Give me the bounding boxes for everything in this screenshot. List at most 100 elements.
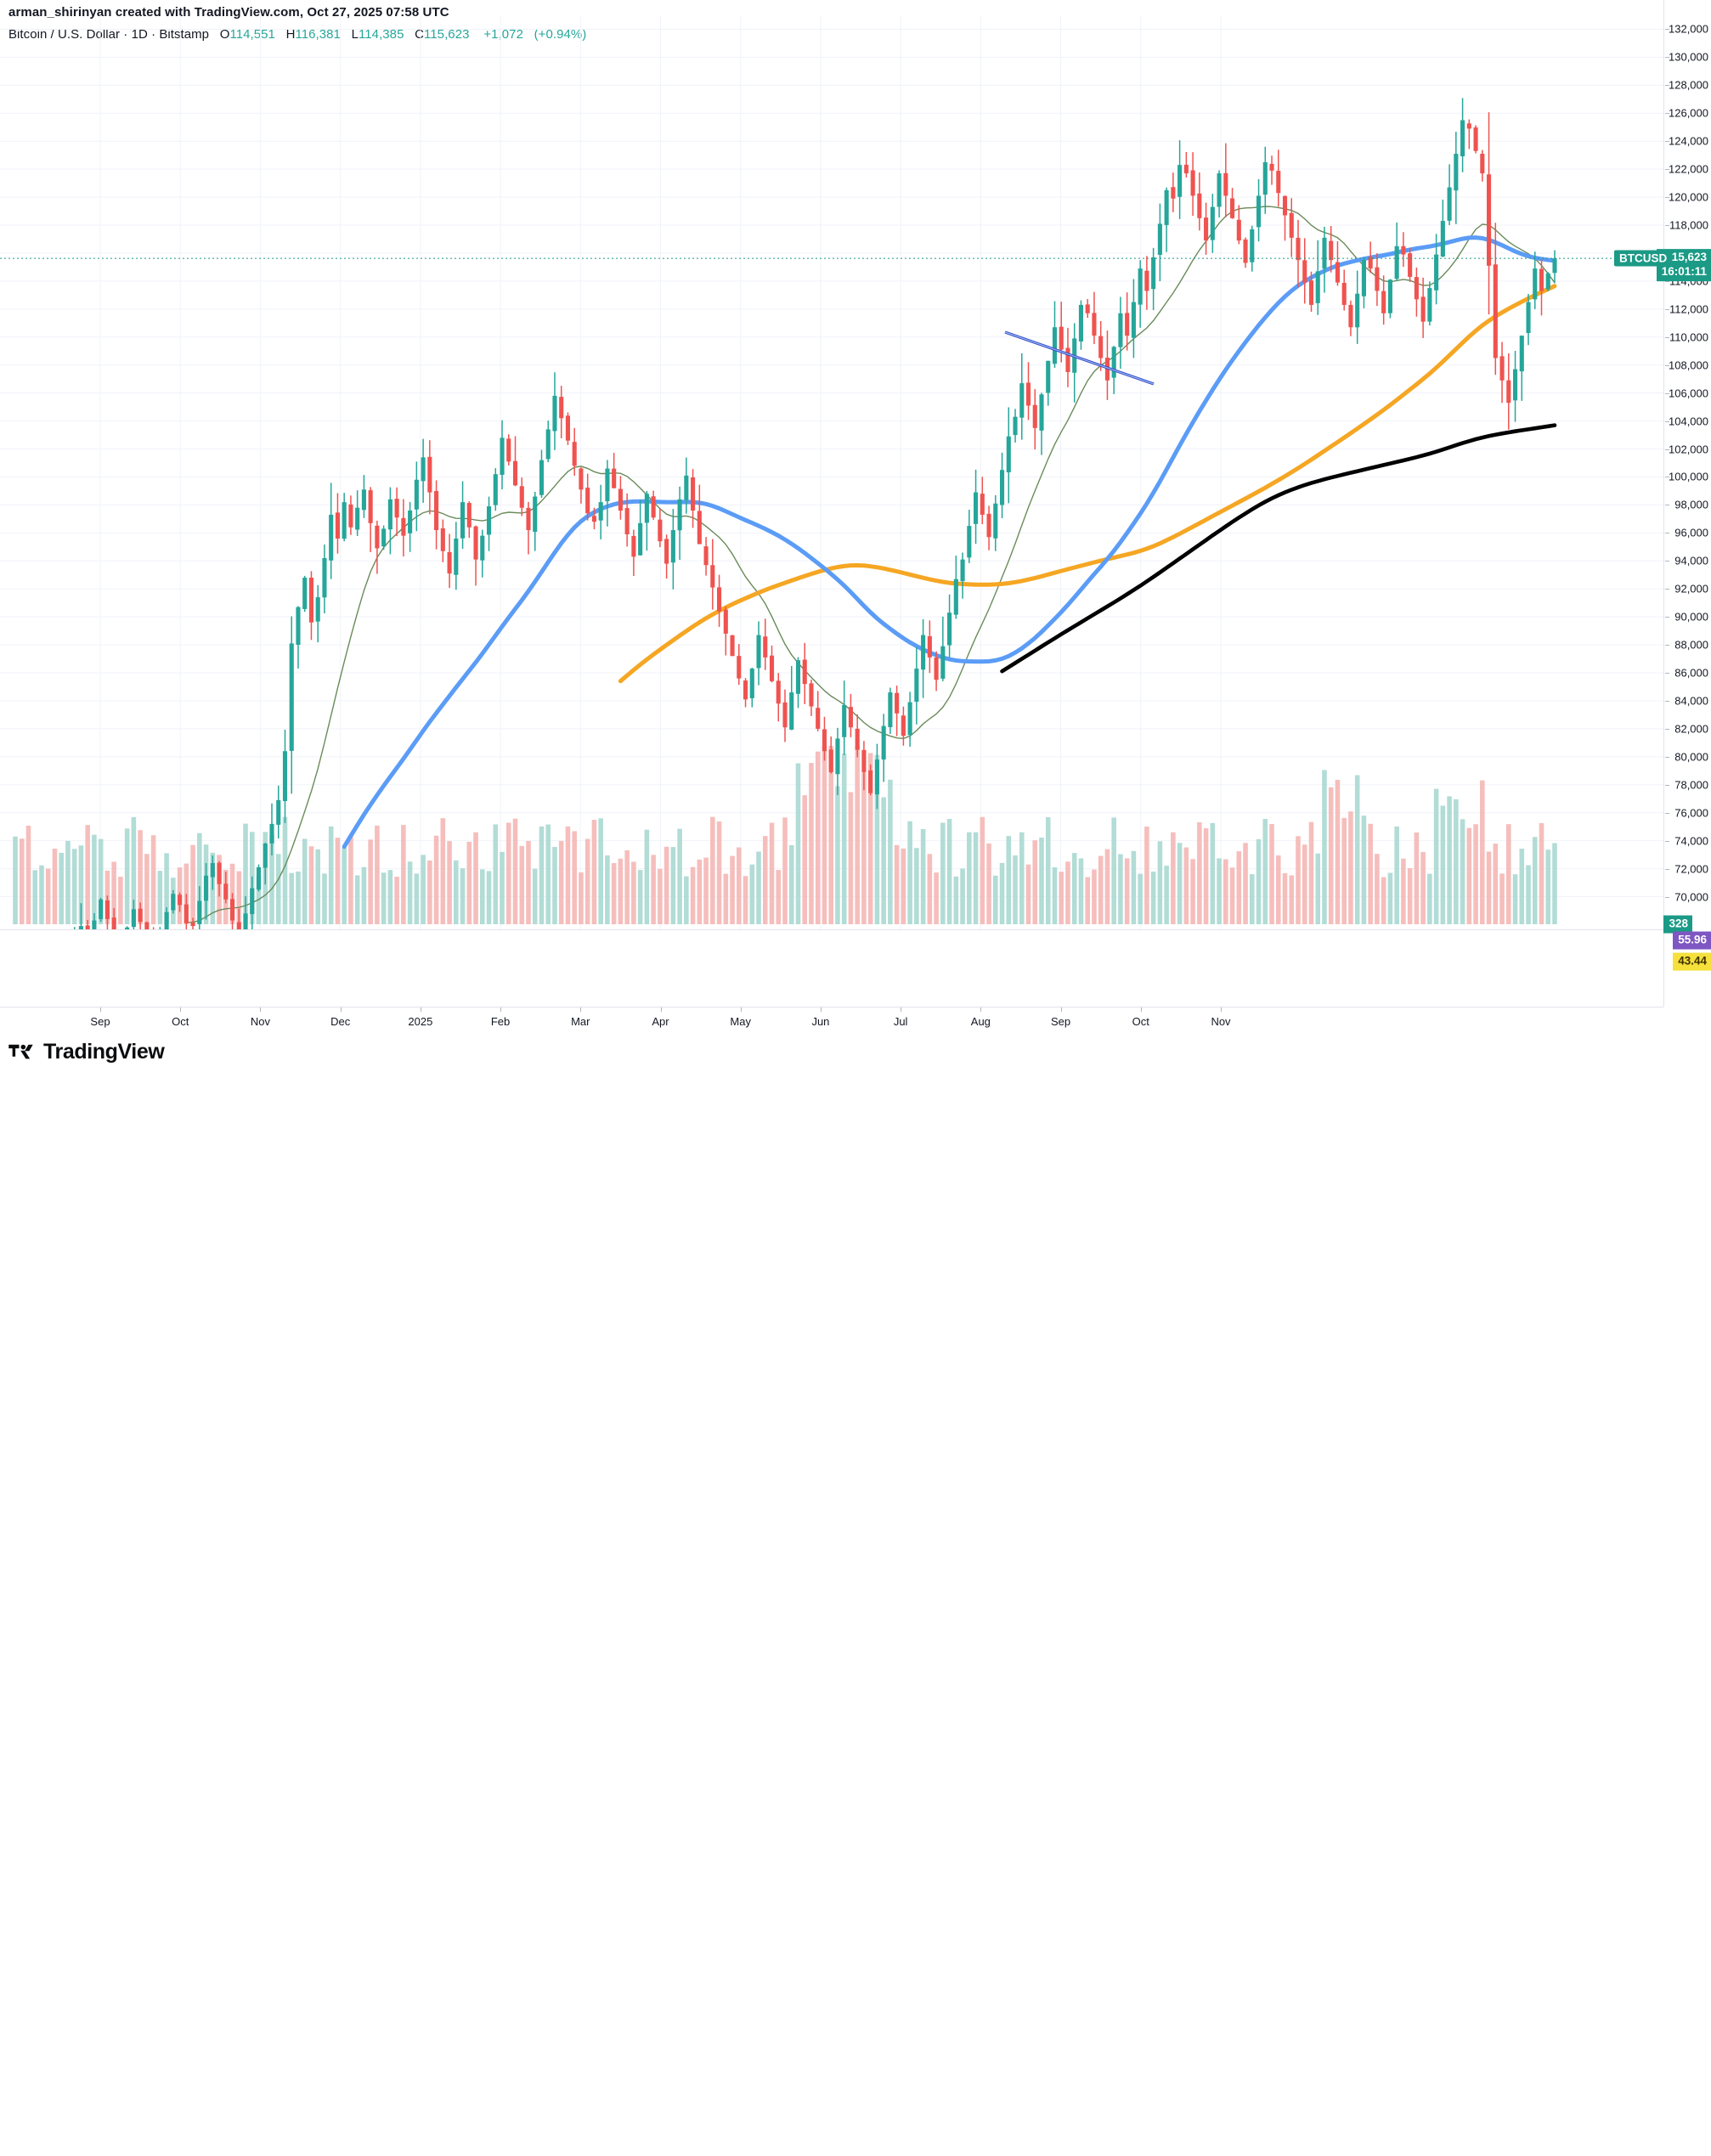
- price-tick-mark: [1665, 141, 1669, 143]
- price-tick-mark: [1665, 113, 1669, 115]
- time-tick-label: Sep: [1050, 1015, 1071, 1028]
- price-tick-label: 98,000: [1674, 498, 1708, 511]
- ma-blue: [342, 235, 1557, 849]
- legend-symbol[interactable]: Bitcoin / U.S. Dollar · 1D · Bitstamp: [8, 27, 210, 42]
- price-tick-label: 94,000: [1674, 554, 1708, 567]
- price-scale[interactable]: 132,000 130,000 128,000 126,000 124,000 122,0…: [1656, 0, 1711, 1007]
- price-tick-mark: [1665, 673, 1669, 674]
- price-tick-label: 88,000: [1674, 638, 1708, 652]
- price-tick-label: 128,000: [1669, 78, 1708, 92]
- ma-black: [1000, 423, 1557, 674]
- price-tick-mark: [1665, 364, 1669, 366]
- time-tick-mark: [180, 1007, 182, 1012]
- price-tick-label: 118,000: [1669, 218, 1708, 232]
- price-tick-mark: [1665, 868, 1669, 870]
- price-tick-label: 76,000: [1674, 806, 1708, 820]
- price-tick-mark: [1665, 85, 1669, 87]
- time-tick-mark: [660, 1007, 662, 1012]
- price-tick-mark: [1665, 645, 1669, 646]
- price-tick-label: 104,000: [1669, 415, 1708, 428]
- time-tick-label: Oct: [1132, 1015, 1149, 1028]
- footer-brand: TradingView: [8, 1040, 165, 1064]
- price-tick-label: 70,000: [1674, 890, 1708, 904]
- price-tick-label: 82,000: [1674, 722, 1708, 736]
- price-tick-mark: [1665, 449, 1669, 450]
- ma-thin-green: [186, 206, 1556, 923]
- time-tick-label: Aug: [970, 1015, 991, 1028]
- time-tick-label: Jul: [893, 1015, 908, 1028]
- time-tick-mark: [500, 1007, 502, 1012]
- price-tick-mark: [1665, 420, 1669, 422]
- symbol-price-tag[interactable]: BTCUSD: [1614, 250, 1673, 267]
- price-tick-label: 78,000: [1674, 778, 1708, 792]
- price-tick-label: 96,000: [1674, 526, 1708, 539]
- time-tick-mark: [1060, 1007, 1062, 1012]
- price-tick-mark: [1665, 589, 1669, 590]
- price-chart-pane[interactable]: [0, 15, 1663, 929]
- tradingview-logo-icon: [8, 1044, 33, 1059]
- time-tick-label: Feb: [490, 1015, 511, 1028]
- price-tick-mark: [1665, 812, 1669, 814]
- price-tick-label: 126,000: [1669, 106, 1708, 120]
- legend-low-label: L: [351, 27, 359, 42]
- price-tick-mark: [1665, 57, 1669, 59]
- price-tick-label: 100,000: [1669, 470, 1708, 483]
- time-scale[interactable]: Sep Oct Nov Dec 2025 Feb Mar Apr May Jun Jul Aug Sep…: [0, 1007, 1663, 1039]
- price-tick-mark: [1665, 617, 1669, 618]
- pane-separator: [0, 929, 1663, 930]
- time-tick-mark: [1221, 1007, 1222, 1012]
- legend-open-label: O: [219, 27, 230, 42]
- last-price-value: 115,623: [1665, 251, 1707, 264]
- rsi-value-badge[interactable]: 55.96: [1673, 931, 1711, 950]
- time-tick-mark: [980, 1007, 982, 1012]
- price-tick-mark: [1665, 308, 1669, 310]
- time-tick-mark: [820, 1007, 822, 1012]
- chart-screenshot: arman_shirinyan created with TradingView…: [0, 0, 1711, 1064]
- candlestick-series: [73, 98, 1557, 929]
- price-tick-mark: [1665, 280, 1669, 282]
- time-tick-mark: [1140, 1007, 1142, 1012]
- rsi-ma-value-badge[interactable]: 43.44: [1673, 952, 1711, 971]
- chart-legend: Bitcoin / U.S. Dollar · 1D · Bitstamp O 1…: [8, 27, 586, 42]
- time-tick-label: 2025: [408, 1015, 433, 1028]
- price-tick-mark: [1665, 700, 1669, 702]
- legend-high-label: H: [285, 27, 296, 42]
- time-tick-label: Sep: [90, 1015, 110, 1028]
- price-tick-mark: [1665, 896, 1669, 898]
- price-tick-label: 90,000: [1674, 610, 1708, 624]
- bar-countdown: 16:01:11: [1661, 265, 1707, 279]
- price-tick-label: 112,000: [1669, 302, 1708, 316]
- legend-high-value: 116,381: [295, 27, 341, 42]
- price-tick-label: 86,000: [1674, 666, 1708, 680]
- legend-low-value: 114,385: [359, 27, 404, 42]
- price-tick-label: 132,000: [1669, 22, 1708, 36]
- brand-name: TradingView: [43, 1040, 165, 1064]
- price-tick-label: 102,000: [1669, 443, 1708, 456]
- time-tick-label: Apr: [652, 1015, 669, 1028]
- price-tick-mark: [1665, 728, 1669, 730]
- volume-bars: [13, 746, 1557, 924]
- price-tick-label: 110,000: [1669, 330, 1708, 344]
- attribution-text: arman_shirinyan created with TradingView…: [8, 5, 449, 20]
- price-tick-label: 122,000: [1669, 162, 1708, 176]
- legend-change-percent: (+0.94%): [534, 27, 587, 42]
- price-tick-mark: [1665, 197, 1669, 199]
- price-tick-label: 92,000: [1674, 582, 1708, 595]
- volume-value-badge[interactable]: 328: [1663, 915, 1692, 934]
- price-tick-label: 74,000: [1674, 834, 1708, 848]
- price-tick-mark: [1665, 840, 1669, 842]
- time-tick-mark: [740, 1007, 742, 1012]
- price-tick-label: 80,000: [1674, 750, 1708, 764]
- time-tick-label: Nov: [1211, 1015, 1231, 1028]
- price-tick-mark: [1665, 756, 1669, 758]
- legend-change: +1,072: [483, 27, 523, 42]
- time-tick-mark: [100, 1007, 101, 1012]
- price-tick-label: 130,000: [1669, 50, 1708, 64]
- legend-close-value: 115,623: [424, 27, 470, 42]
- price-tick-label: 124,000: [1669, 134, 1708, 148]
- price-tick-mark: [1665, 225, 1669, 227]
- chart-canvas: [0, 15, 1663, 929]
- time-tick-mark: [260, 1007, 262, 1012]
- price-tick-label: 72,000: [1674, 862, 1708, 876]
- price-tick-label: 106,000: [1669, 387, 1708, 400]
